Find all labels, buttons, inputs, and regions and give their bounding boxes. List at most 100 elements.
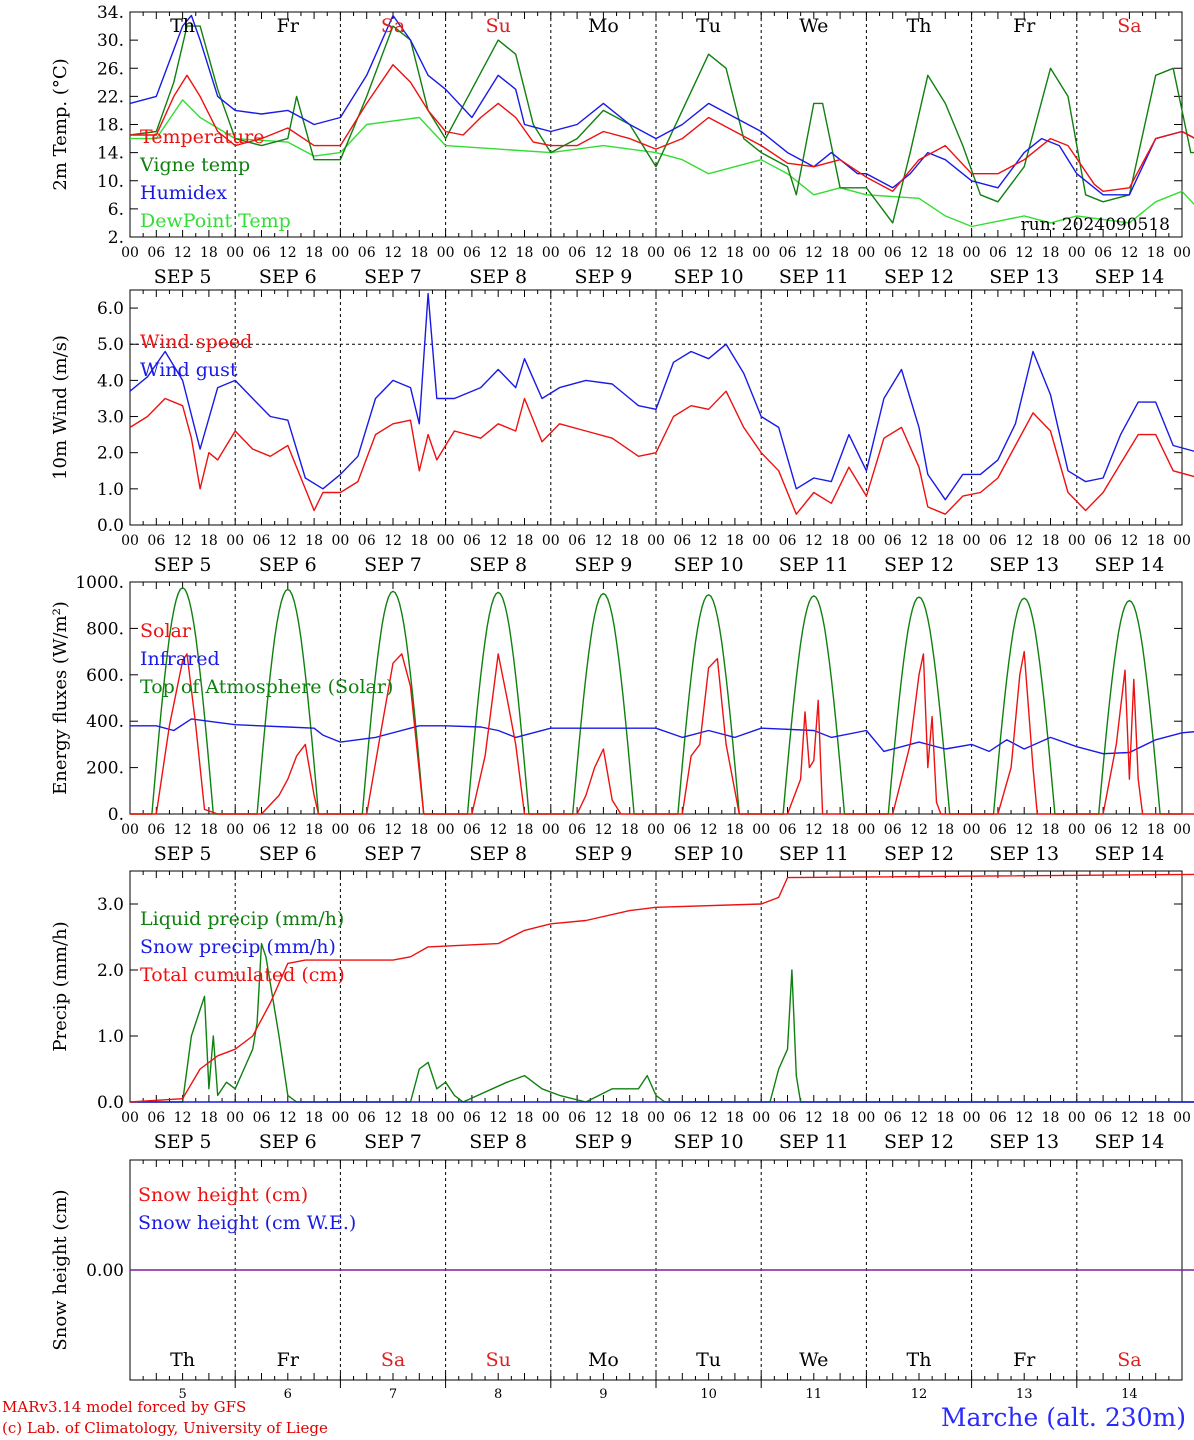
y-axis-label: 2m Temp. (°C): [50, 58, 71, 190]
y-tick-label: 5.0: [97, 335, 124, 355]
hour-label: 00: [752, 245, 770, 261]
hour-label: 12: [910, 245, 928, 261]
hour-label: 12: [910, 1110, 928, 1126]
hour-label: 00: [121, 822, 139, 838]
hour-label: 12: [174, 245, 192, 261]
hour-label: 06: [884, 245, 902, 261]
hour-label: 06: [463, 822, 481, 838]
date-label: SEP 8: [469, 843, 527, 865]
hour-label: 00: [1068, 1110, 1086, 1126]
date-label: SEP 6: [259, 843, 317, 865]
y-tick-label: 0.00: [86, 1261, 124, 1281]
y-tick-label: 34.: [97, 3, 124, 23]
day-number: 10: [700, 1387, 717, 1400]
hour-label: 18: [516, 245, 534, 261]
hour-label: 18: [516, 1110, 534, 1126]
series-line-temperature: [130, 64, 1194, 192]
hour-label: 00: [857, 1110, 875, 1126]
legend-entry: Wind gust: [140, 359, 238, 381]
hour-label: 00: [331, 533, 349, 549]
hour-label: 12: [174, 1110, 192, 1126]
panel-frame-temp: [129, 11, 1183, 238]
hour-label: 00: [1173, 822, 1191, 838]
hour-label: 18: [726, 533, 744, 549]
y-tick-label: 1.0: [97, 480, 124, 500]
hour-label: 18: [305, 245, 323, 261]
y-tick-label: 1000.: [75, 573, 124, 593]
date-label: SEP 5: [154, 266, 212, 288]
y-tick-label: 6.: [108, 200, 124, 220]
hour-label: 12: [594, 822, 612, 838]
legend-entry: Top of Atmosphere (Solar): [140, 676, 393, 698]
hour-label: 12: [1015, 245, 1033, 261]
station-name: Marche (alt. 230m): [940, 1403, 1186, 1432]
date-label: SEP 12: [884, 266, 954, 288]
date-label: SEP 10: [674, 843, 744, 865]
hour-label: 18: [516, 822, 534, 838]
hour-label: 12: [910, 533, 928, 549]
hour-label: 18: [726, 245, 744, 261]
hour-label: 00: [226, 1110, 244, 1126]
date-label: SEP 6: [259, 554, 317, 576]
hour-label: 12: [594, 245, 612, 261]
hour-label: 12: [384, 533, 402, 549]
hour-label: 18: [726, 1110, 744, 1126]
date-label: SEP 13: [989, 554, 1059, 576]
date-label: SEP 5: [154, 1131, 212, 1153]
hour-label: 00: [963, 533, 981, 549]
hour-label: 18: [410, 1110, 428, 1126]
hour-label: 06: [147, 822, 165, 838]
hour-label: 00: [121, 1110, 139, 1126]
hour-label: 06: [147, 245, 165, 261]
day-name: We: [799, 15, 828, 37]
hour-label: 06: [358, 822, 376, 838]
hour-label: 12: [174, 533, 192, 549]
day-name: Sa: [1117, 15, 1141, 37]
date-label: SEP 11: [779, 266, 849, 288]
date-label: SEP 9: [574, 1131, 632, 1153]
hour-label: 06: [253, 533, 271, 549]
date-label: SEP 13: [989, 266, 1059, 288]
date-label: SEP 14: [1094, 554, 1164, 576]
day-name: Sa: [381, 15, 405, 37]
y-tick-label: 600.: [86, 666, 124, 686]
day-name: Sa: [381, 1349, 405, 1371]
hour-label: 00: [1068, 822, 1086, 838]
date-label: SEP 8: [469, 554, 527, 576]
hour-label: 06: [1094, 245, 1112, 261]
series-line-wind-speed: [129, 390, 1194, 515]
y-tick-label: 400.: [86, 712, 124, 732]
y-tick-label: 30.: [97, 31, 124, 51]
hour-label: 06: [253, 822, 271, 838]
day-number: 7: [389, 1387, 397, 1400]
series-line-solar: [130, 650, 1194, 815]
hour-label: 12: [384, 1110, 402, 1126]
y-tick-label: 10.: [97, 172, 124, 192]
y-tick-label: 2.0: [97, 444, 124, 464]
y-tick-label: 0.0: [97, 1093, 124, 1113]
hour-label: 18: [410, 245, 428, 261]
hour-label: 18: [831, 1110, 849, 1126]
day-number: 12: [911, 1387, 928, 1400]
hour-label: 00: [542, 822, 560, 838]
hour-label: 00: [752, 533, 770, 549]
y-tick-label: 3.0: [97, 408, 124, 428]
day-name: Fr: [277, 15, 300, 37]
hour-label: 00: [1068, 245, 1086, 261]
date-label: SEP 6: [259, 1131, 317, 1153]
y-tick-label: 3.0: [97, 895, 124, 915]
legend-entry: DewPoint Temp: [140, 210, 291, 232]
day-name: Tu: [696, 15, 721, 37]
hour-label: 18: [305, 533, 323, 549]
hour-label: 18: [200, 533, 218, 549]
y-axis-label: Energy fluxes (W/m²): [50, 601, 71, 795]
legend-entry: Snow height (cm W.E.): [138, 1212, 356, 1234]
date-label: SEP 11: [779, 843, 849, 865]
hour-label: 12: [489, 1110, 507, 1126]
hour-label: 18: [1042, 245, 1060, 261]
legend-entry: Wind speed: [140, 331, 252, 353]
hour-label: 06: [989, 1110, 1007, 1126]
hour-label: 18: [516, 533, 534, 549]
hour-label: 12: [805, 822, 823, 838]
series-line-dewpoint-temp: [130, 99, 1194, 228]
